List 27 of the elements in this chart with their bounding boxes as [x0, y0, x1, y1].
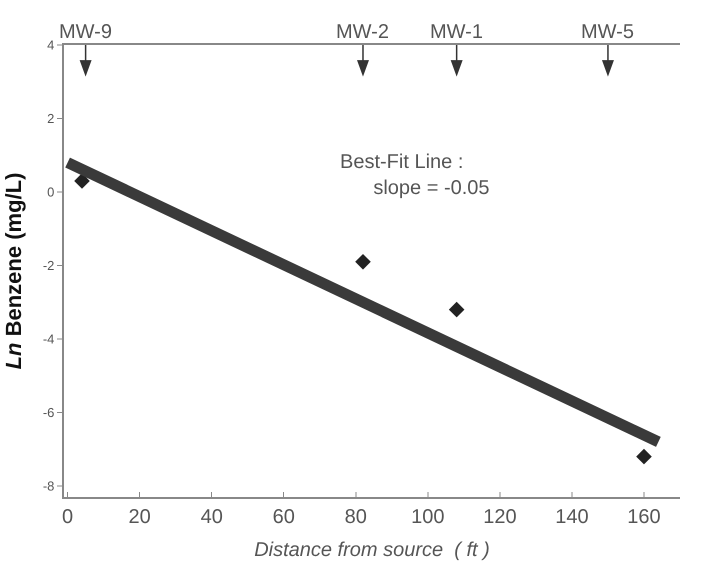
x-tick-label: 120 — [483, 506, 517, 528]
ref-line-label: MW-5 — [581, 21, 634, 43]
x-tick-label: 20 — [128, 506, 151, 528]
y-axis-title: Ln Benzene (mg/L) — [1, 172, 26, 370]
x-tick-label: 60 — [272, 506, 295, 528]
y-tick-label: 0 — [47, 184, 54, 200]
point — [636, 448, 652, 464]
point — [355, 254, 371, 270]
y-tick-label: -4 — [42, 332, 54, 347]
ref-line-label: MW-1 — [430, 21, 483, 43]
x-tick-label: 0 — [62, 506, 74, 528]
x-tick-label: 40 — [200, 506, 223, 528]
x-tick-label: 80 — [344, 506, 367, 528]
x-tick-label: 160 — [627, 506, 661, 528]
y-tick-label: -6 — [42, 405, 54, 420]
y-tick-label: 2 — [47, 111, 54, 126]
y-tick-label: 4 — [47, 38, 54, 53]
x-tick-label: 140 — [555, 506, 589, 528]
x-axis-title: Distance from source ( ft ) — [254, 539, 490, 561]
point — [74, 173, 90, 189]
x-tick-label: 100 — [411, 506, 445, 528]
annotation: Best-Fit Line : slope = -0.05 — [340, 151, 490, 199]
ref-line-label: MW-9 — [59, 21, 112, 43]
point — [448, 302, 464, 318]
ref-line-label: MW-2 — [336, 21, 389, 43]
y-tick-label: -8 — [42, 478, 54, 494]
y-tick-label: -2 — [42, 258, 54, 274]
